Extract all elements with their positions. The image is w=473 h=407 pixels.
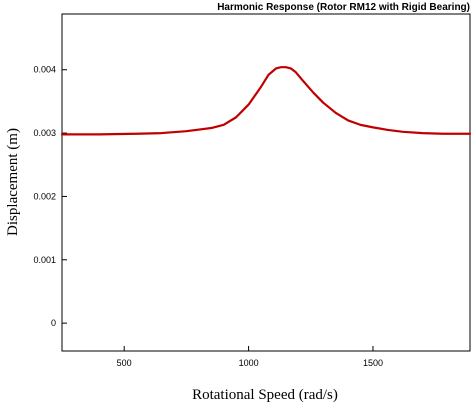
series-line	[60, 66, 472, 136]
x-axis: 500 1000 1500	[117, 346, 383, 368]
y-tick-label: 0.002	[33, 191, 56, 201]
x-tick-label: 1000	[239, 358, 259, 368]
y-tick-label: 0.004	[33, 65, 56, 75]
y-tick-label: 0.003	[33, 128, 56, 138]
x-tick-label: 500	[117, 358, 132, 368]
plot-frame	[61, 13, 471, 352]
y-axis-title: Displacement (m)	[5, 128, 21, 236]
y-tick-label: 0.001	[33, 255, 56, 265]
x-axis-title: Rotational Speed (rad/s)	[192, 387, 338, 403]
y-axis: 0 0.001 0.002 0.003 0.004	[33, 65, 67, 328]
chart-title: Harmonic Response (Rotor RM12 with Rigid…	[217, 2, 470, 13]
y-tick-label: 0	[51, 318, 56, 328]
x-tick-label: 1500	[363, 358, 383, 368]
